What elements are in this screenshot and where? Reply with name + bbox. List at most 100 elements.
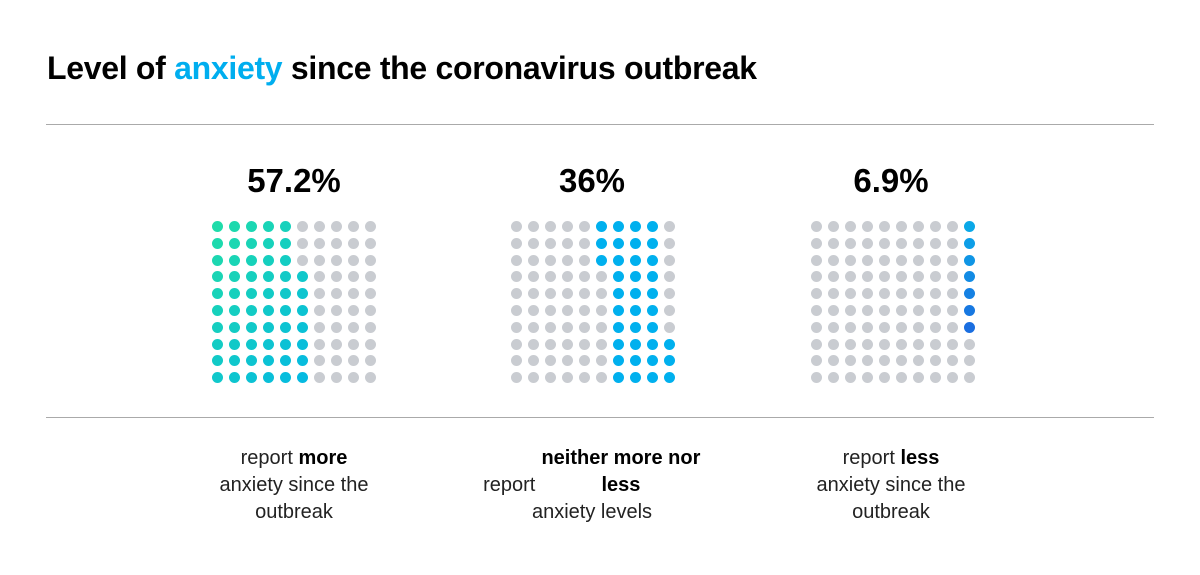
empty-dot <box>930 355 941 367</box>
empty-dot <box>811 254 822 266</box>
empty-dot <box>964 372 975 384</box>
empty-dot <box>528 237 539 249</box>
filled-dot <box>647 237 658 249</box>
empty-dot <box>845 221 856 232</box>
panel-more-percent: 57.2% <box>247 162 341 199</box>
empty-dot <box>930 288 941 300</box>
empty-dot <box>828 237 839 249</box>
filled-dot <box>212 321 223 333</box>
empty-dot <box>811 221 822 232</box>
filled-dot <box>263 338 274 350</box>
empty-dot <box>579 305 590 316</box>
filled-dot <box>246 338 257 350</box>
filled-dot <box>664 372 675 384</box>
empty-dot <box>562 254 573 266</box>
empty-dot <box>545 338 556 350</box>
empty-dot <box>314 254 325 266</box>
empty-dot <box>528 271 539 283</box>
filled-dot <box>280 338 291 350</box>
filled-dot <box>630 338 641 350</box>
panel-neither-caption: report neither more nor less anxiety leve… <box>483 447 701 523</box>
filled-dot <box>246 288 257 300</box>
filled-dot <box>647 372 658 384</box>
empty-dot <box>579 254 590 266</box>
empty-dot <box>365 321 376 333</box>
empty-dot <box>828 305 839 316</box>
empty-dot <box>365 288 376 300</box>
empty-dot <box>297 221 308 232</box>
filled-dot <box>280 305 291 316</box>
empty-dot <box>879 338 890 350</box>
empty-dot <box>845 305 856 316</box>
empty-dot <box>579 338 590 350</box>
empty-dot <box>579 221 590 232</box>
empty-dot <box>947 271 958 283</box>
panel-less-caption: report less anxiety since the outbreak <box>816 447 966 523</box>
chart-title: Level of anxiety since the coronavirus o… <box>47 50 757 86</box>
empty-dot <box>511 221 522 232</box>
filled-dot <box>297 321 308 333</box>
empty-dot <box>511 321 522 333</box>
empty-dot <box>862 254 873 266</box>
filled-dot <box>229 355 240 367</box>
filled-dot <box>280 221 291 232</box>
empty-dot <box>828 338 839 350</box>
filled-dot <box>630 321 641 333</box>
empty-dot <box>331 254 342 266</box>
empty-dot <box>879 221 890 232</box>
empty-dot <box>365 355 376 367</box>
empty-dot <box>348 237 359 249</box>
empty-dot <box>862 288 873 300</box>
filled-dot <box>280 372 291 384</box>
filled-dot <box>263 288 274 300</box>
filled-dot <box>964 271 975 283</box>
empty-dot <box>930 254 941 266</box>
empty-dot <box>348 288 359 300</box>
filled-dot <box>229 305 240 316</box>
empty-dot <box>562 305 573 316</box>
empty-dot <box>862 237 873 249</box>
empty-dot <box>664 288 675 300</box>
empty-dot <box>562 355 573 367</box>
filled-dot <box>280 254 291 266</box>
panel-less-percent: 6.9% <box>853 162 929 199</box>
empty-dot <box>828 254 839 266</box>
filled-dot <box>613 372 624 384</box>
empty-dot <box>828 372 839 384</box>
empty-dot <box>596 338 607 350</box>
empty-dot <box>896 372 907 384</box>
empty-dot <box>896 338 907 350</box>
empty-dot <box>365 372 376 384</box>
empty-dot <box>545 288 556 300</box>
filled-dot <box>647 271 658 283</box>
panel-more-caption: report more anxiety since the outbreak <box>219 447 369 523</box>
filled-dot <box>280 321 291 333</box>
filled-dot <box>964 237 975 249</box>
empty-dot <box>811 338 822 350</box>
filled-dot <box>613 305 624 316</box>
filled-dot <box>647 321 658 333</box>
empty-dot <box>930 221 941 232</box>
empty-dot <box>528 221 539 232</box>
empty-dot <box>528 338 539 350</box>
filled-dot <box>212 355 223 367</box>
empty-dot <box>930 305 941 316</box>
empty-dot <box>562 221 573 232</box>
empty-dot <box>562 288 573 300</box>
filled-dot <box>613 338 624 350</box>
empty-dot <box>579 237 590 249</box>
empty-dot <box>579 288 590 300</box>
empty-dot <box>845 321 856 333</box>
filled-dot <box>596 221 607 232</box>
empty-dot <box>664 237 675 249</box>
empty-dot <box>879 237 890 249</box>
filled-dot <box>630 355 641 367</box>
filled-dot <box>613 221 624 232</box>
empty-dot <box>331 321 342 333</box>
filled-dot <box>246 254 257 266</box>
filled-dot <box>647 221 658 232</box>
empty-dot <box>348 355 359 367</box>
empty-dot <box>314 305 325 316</box>
empty-dot <box>845 271 856 283</box>
empty-dot <box>896 305 907 316</box>
